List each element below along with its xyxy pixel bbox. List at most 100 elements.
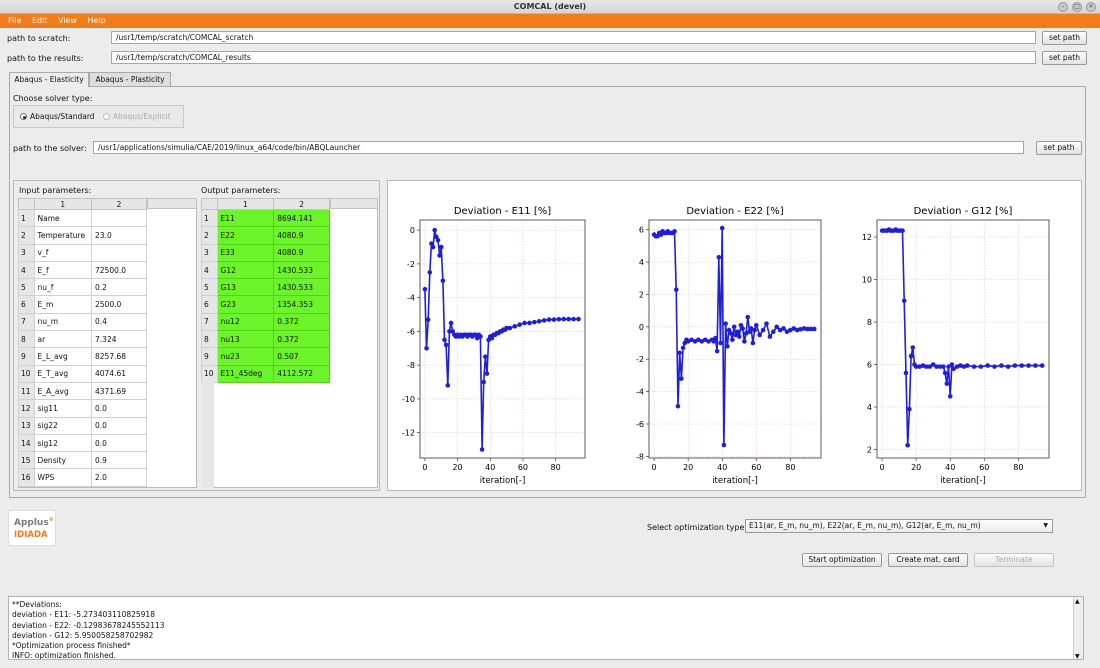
table-row[interactable]: 4 E_f 72500.0 bbox=[18, 260, 147, 280]
scratch-set-path-button[interactable]: set path bbox=[1042, 31, 1087, 45]
table-row[interactable]: 8 nu13 0.372 bbox=[201, 330, 330, 349]
table-row[interactable]: 2 Temperature 23.0 bbox=[18, 226, 147, 245]
parameter-value-cell[interactable]: 4080.9 bbox=[273, 243, 330, 262]
row-header-cell[interactable]: 5 bbox=[201, 278, 218, 297]
row-header-cell[interactable]: 7 bbox=[201, 312, 218, 332]
row-header-cell[interactable]: 15 bbox=[18, 451, 35, 470]
parameter-value-cell[interactable]: 23.0 bbox=[91, 226, 147, 245]
create-mat-card-button[interactable]: Create mat. card bbox=[888, 553, 968, 567]
parameter-value-cell[interactable]: 2500.0 bbox=[91, 295, 147, 314]
results-set-path-button[interactable]: set path bbox=[1042, 51, 1087, 65]
parameter-value-cell[interactable]: 0.507 bbox=[273, 347, 330, 366]
parameter-value-cell[interactable] bbox=[91, 208, 147, 228]
parameter-value-cell[interactable]: 8694.141 bbox=[273, 208, 330, 228]
parameter-value-cell[interactable]: 4080.9 bbox=[273, 226, 330, 245]
parameter-name-cell[interactable]: WPS bbox=[33, 468, 93, 487]
row-header-cell[interactable]: 12 bbox=[18, 399, 35, 418]
row-header-cell[interactable]: 9 bbox=[18, 347, 35, 366]
output-params-table[interactable]: 1 2 1 E11 8694.141 2 E22 4080.9 3 E33 4080.9 4 G12… bbox=[201, 198, 330, 383]
parameter-value-cell[interactable]: 4371.69 bbox=[91, 381, 147, 401]
close-icon[interactable]: × bbox=[1086, 2, 1096, 12]
table-row[interactable]: 12 sig11 0.0 bbox=[18, 399, 147, 418]
column-header-1[interactable]: 1 bbox=[216, 198, 275, 210]
parameter-name-cell[interactable]: G23 bbox=[216, 295, 275, 314]
column-header-2[interactable]: 2 bbox=[91, 198, 147, 210]
parameter-value-cell[interactable]: 2.0 bbox=[91, 468, 147, 487]
parameter-name-cell[interactable]: E11 bbox=[216, 208, 275, 228]
row-header-cell[interactable]: 14 bbox=[18, 433, 35, 453]
row-header-cell[interactable]: 6 bbox=[201, 295, 218, 314]
parameter-value-cell[interactable]: 0.2 bbox=[91, 278, 147, 297]
row-header-cell[interactable]: 8 bbox=[201, 330, 218, 349]
parameter-name-cell[interactable]: nu_m bbox=[33, 312, 93, 332]
row-header-cell[interactable]: 3 bbox=[201, 243, 218, 262]
solver-path-input[interactable]: /usr1/applications/simulia/CAE/2019/linu… bbox=[93, 141, 1024, 154]
parameter-name-cell[interactable]: E_f bbox=[33, 260, 93, 280]
row-header-cell[interactable]: 13 bbox=[18, 416, 35, 435]
parameter-name-cell[interactable]: G12 bbox=[216, 260, 275, 280]
table-row[interactable]: 3 v_f bbox=[18, 243, 147, 262]
maximize-icon[interactable]: □ bbox=[1072, 2, 1082, 12]
row-header-cell[interactable]: 4 bbox=[201, 260, 218, 280]
tab-abaqus-elasticity[interactable]: Abaqus - Elasticity bbox=[9, 72, 89, 87]
solver-set-path-button[interactable]: set path bbox=[1036, 141, 1082, 155]
parameter-value-cell[interactable]: 0.4 bbox=[91, 312, 147, 332]
table-row[interactable]: 1 E11 8694.141 bbox=[201, 208, 330, 228]
parameter-value-cell[interactable]: 4074.61 bbox=[91, 364, 147, 383]
table-row[interactable]: 13 sig22 0.0 bbox=[18, 416, 147, 435]
column-header-2[interactable]: 2 bbox=[273, 198, 330, 210]
parameter-name-cell[interactable]: E_T_avg bbox=[33, 364, 93, 383]
parameter-name-cell[interactable]: sig22 bbox=[33, 416, 93, 435]
row-header-cell[interactable]: 2 bbox=[18, 226, 35, 245]
parameter-name-cell[interactable]: nu13 bbox=[216, 330, 275, 349]
parameter-name-cell[interactable]: nu23 bbox=[216, 347, 275, 366]
table-row[interactable]: 7 nu12 0.372 bbox=[201, 312, 330, 332]
parameter-value-cell[interactable]: 72500.0 bbox=[91, 260, 147, 280]
parameter-name-cell[interactable]: E22 bbox=[216, 226, 275, 245]
table-row[interactable]: 10 E_T_avg 4074.61 bbox=[18, 364, 147, 383]
parameter-name-cell[interactable]: E_A_avg bbox=[33, 381, 93, 401]
table-row[interactable]: 3 E33 4080.9 bbox=[201, 243, 330, 262]
table-row[interactable]: 14 sig12 0.0 bbox=[18, 433, 147, 453]
parameter-value-cell[interactable]: 0.372 bbox=[273, 330, 330, 349]
table-row[interactable]: 1 Name bbox=[18, 208, 147, 228]
row-header-cell[interactable]: 3 bbox=[18, 243, 35, 262]
row-header-cell[interactable]: 10 bbox=[18, 364, 35, 383]
console-scrollbar[interactable]: ▲ ▼ bbox=[1073, 597, 1083, 659]
parameter-name-cell[interactable]: nu12 bbox=[216, 312, 275, 332]
start-optimization-button[interactable]: Start optimization bbox=[802, 553, 882, 567]
table-row[interactable]: 6 E_m 2500.0 bbox=[18, 295, 147, 314]
parameter-name-cell[interactable]: E_m bbox=[33, 295, 93, 314]
row-header-cell[interactable]: 8 bbox=[18, 330, 35, 349]
row-header-cell[interactable]: 6 bbox=[18, 295, 35, 314]
table-row[interactable]: 11 E_A_avg 4371.69 bbox=[18, 381, 147, 401]
table-row[interactable]: 8 ar 7.324 bbox=[18, 330, 147, 349]
terminate-button[interactable]: Terminate bbox=[974, 553, 1054, 567]
parameter-name-cell[interactable]: nu_f bbox=[33, 278, 93, 297]
parameter-name-cell[interactable]: sig12 bbox=[33, 433, 93, 453]
table-row[interactable]: 4 G12 1430.533 bbox=[201, 260, 330, 280]
parameter-name-cell[interactable]: E11_45deg bbox=[216, 364, 275, 383]
parameter-name-cell[interactable]: Temperature bbox=[33, 226, 93, 245]
parameter-name-cell[interactable]: E_L_avg bbox=[33, 347, 93, 366]
table-row[interactable]: 5 G13 1430.533 bbox=[201, 278, 330, 297]
parameter-name-cell[interactable]: sig11 bbox=[33, 399, 93, 418]
optimization-type-select[interactable]: E11(ar, E_m, nu_m), E22(ar, E_m, nu_m), … bbox=[745, 519, 1053, 533]
parameter-name-cell[interactable]: E33 bbox=[216, 243, 275, 262]
table-row[interactable]: 2 E22 4080.9 bbox=[201, 226, 330, 245]
parameter-value-cell[interactable]: 7.324 bbox=[91, 330, 147, 349]
input-params-table[interactable]: 1 2 1 Name 2 Temperature 23.0 3 v_f 4 E_f 72500.0… bbox=[18, 198, 147, 487]
column-header-1[interactable]: 1 bbox=[33, 198, 93, 210]
table-row[interactable]: 9 nu23 0.507 bbox=[201, 347, 330, 366]
scroll-up-icon[interactable]: ▲ bbox=[1075, 598, 1080, 605]
row-header-cell[interactable]: 4 bbox=[18, 260, 35, 280]
parameter-value-cell[interactable]: 0.0 bbox=[91, 399, 147, 418]
menu-view[interactable]: View bbox=[57, 16, 77, 25]
table-row[interactable]: 16 WPS 2.0 bbox=[18, 468, 147, 487]
parameter-value-cell[interactable]: 0.9 bbox=[91, 451, 147, 470]
log-console[interactable]: **Deviations: deviation - E11: -5.2734031… bbox=[8, 596, 1084, 660]
table-row[interactable]: 6 G23 1354.353 bbox=[201, 295, 330, 314]
row-header-cell[interactable]: 10 bbox=[201, 364, 218, 383]
parameter-value-cell[interactable]: 1354.353 bbox=[273, 295, 330, 314]
results-path-input[interactable]: /usr1/temp/scratch/COMCAL_results bbox=[111, 51, 1036, 64]
